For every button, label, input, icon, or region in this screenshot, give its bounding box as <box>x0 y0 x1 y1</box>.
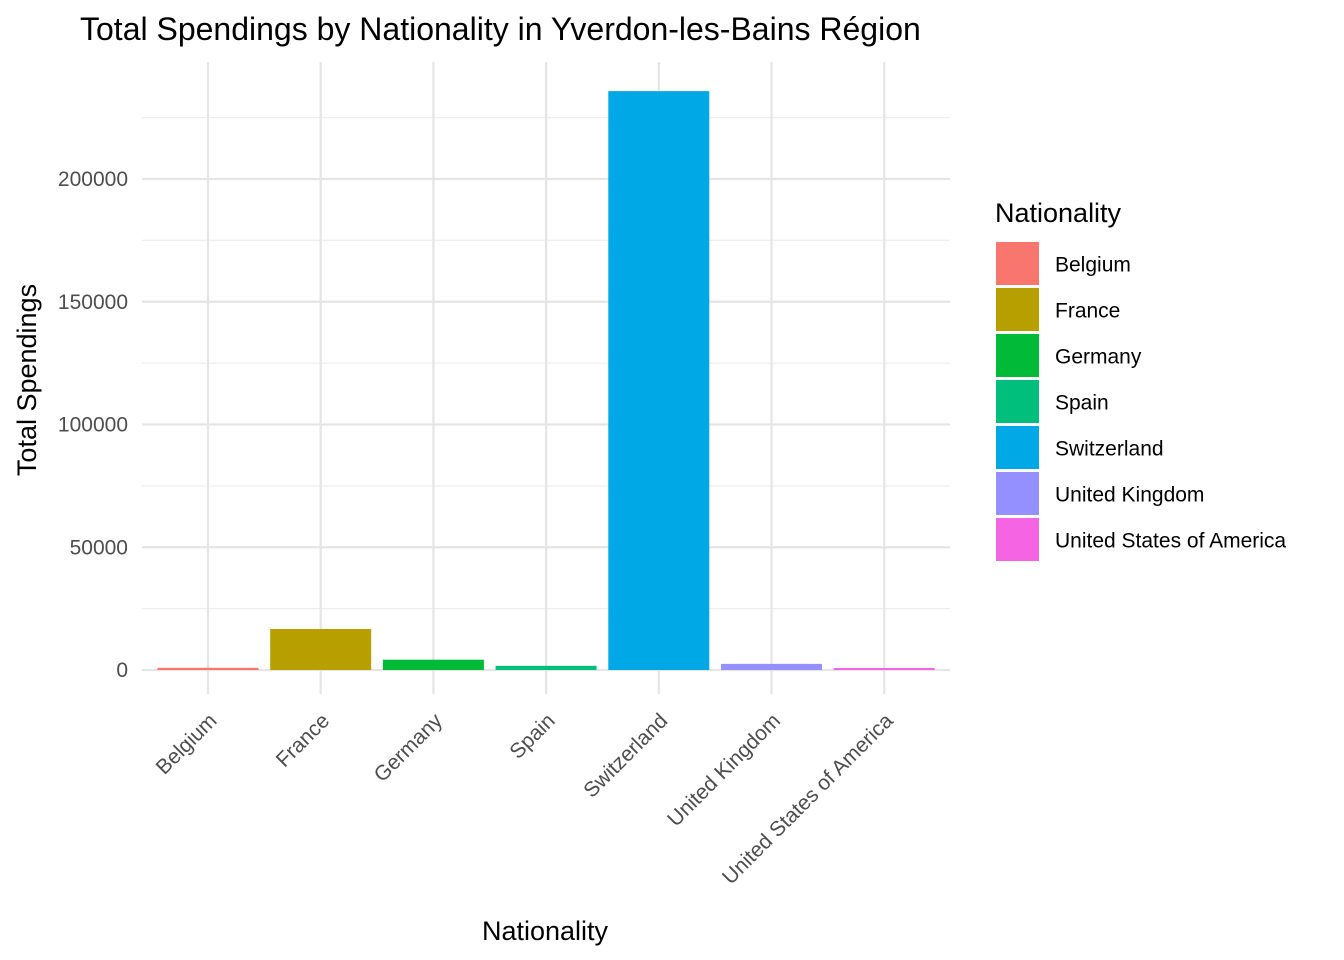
legend-key <box>996 288 1039 331</box>
y-tick-label: 200000 <box>58 168 128 191</box>
x-tick-label: Belgium <box>152 709 222 779</box>
grid <box>142 62 950 694</box>
bars <box>157 91 935 670</box>
legend-key <box>996 472 1039 515</box>
x-tick-label: United Kingdom <box>663 709 785 831</box>
legend-key <box>996 380 1039 423</box>
x-axis-title: Nationality <box>482 916 609 946</box>
y-axis-title: Total Spendings <box>12 284 42 476</box>
legend-label: United Kingdom <box>1055 484 1204 507</box>
legend-label: France <box>1055 300 1120 323</box>
legend-title: Nationality <box>995 198 1122 228</box>
y-tick-label: 0 <box>116 659 128 682</box>
legend-label: Belgium <box>1055 254 1131 277</box>
x-tick-label: Spain <box>505 709 559 763</box>
legend-key <box>996 518 1039 561</box>
y-tick-label: 150000 <box>58 291 128 314</box>
y-axis-ticks: 0 50000 100000 150000 200000 <box>58 168 128 682</box>
chart-title: Total Spendings by Nationality in Yverdo… <box>80 11 921 47</box>
legend-key <box>996 426 1039 469</box>
legend-label: Spain <box>1055 392 1109 415</box>
bar-germany <box>382 659 484 670</box>
legend-label: Switzerland <box>1055 438 1164 461</box>
bar-united-kingdom <box>721 663 822 670</box>
bar-france <box>270 629 372 670</box>
bar-spain <box>495 665 597 670</box>
legend: Nationality Belgium France Germany Spain Swi… <box>995 198 1286 561</box>
y-tick-label: 50000 <box>70 536 128 559</box>
legend-key <box>996 242 1039 285</box>
y-tick-label: 100000 <box>58 414 128 437</box>
legend-label: United States of America <box>1055 530 1286 553</box>
x-tick-label: Germany <box>370 709 448 787</box>
legend-label: Germany <box>1055 346 1142 369</box>
bar-switzerland <box>608 91 710 670</box>
x-axis-ticks: Belgium France Germany Spain SwitzerlandUnit… <box>152 709 898 889</box>
bar-united-states-of-america <box>833 668 935 670</box>
legend-key <box>996 334 1039 377</box>
x-tick-label: Switzerland <box>579 709 672 802</box>
x-tick-label: France <box>272 709 334 771</box>
bar-belgium <box>157 667 259 670</box>
